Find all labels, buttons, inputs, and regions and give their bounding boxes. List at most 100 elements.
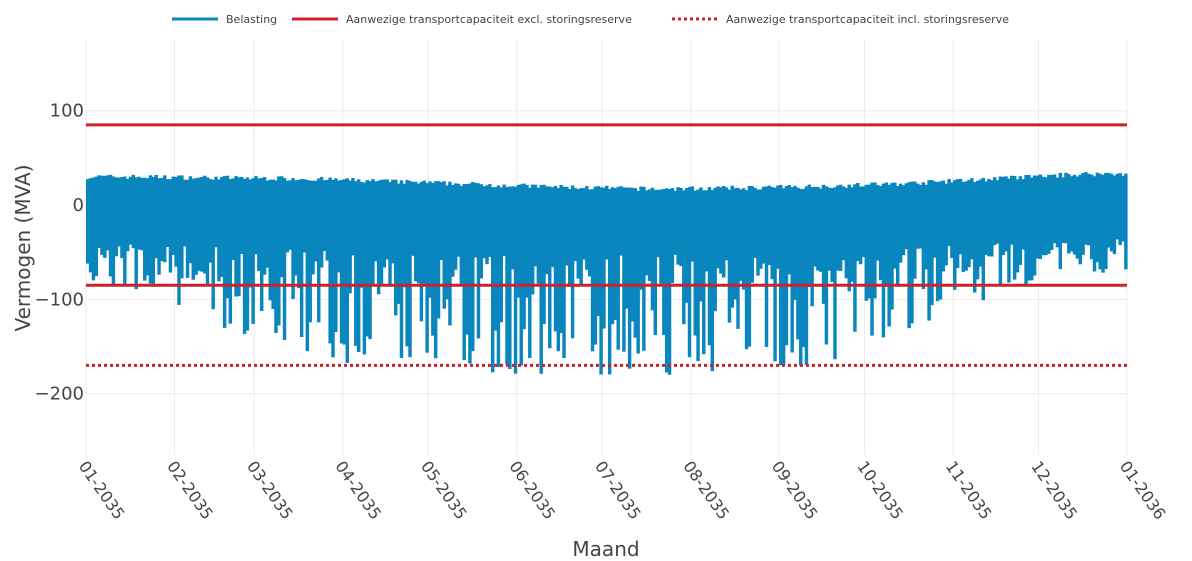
x-tick-label: 06-2035 (505, 457, 559, 523)
belasting-day-bar (465, 183, 469, 335)
belasting-day-bar (972, 182, 977, 293)
belasting-day-bar (379, 179, 384, 285)
belasting-day-bar (331, 179, 335, 358)
belasting-day-bar (1012, 176, 1017, 280)
belasting-day-bar (562, 186, 566, 358)
belasting-day-bar (188, 176, 193, 264)
belasting-day-bar (197, 177, 201, 271)
belasting-day-bar (157, 178, 161, 275)
belasting-day-bar (967, 179, 971, 268)
belasting-day-bar (268, 179, 272, 301)
belasting-day-bar (1078, 174, 1082, 265)
belasting-day-bar (174, 176, 178, 267)
belasting-day-bar (619, 186, 623, 256)
belasting-day-bar (1104, 172, 1108, 269)
belasting-day-bar (810, 187, 814, 307)
belasting-day-bar (793, 185, 797, 300)
belasting-day-bar (163, 175, 167, 263)
x-tick-label: 12-2035 (1027, 457, 1081, 523)
belasting-day-bar (913, 181, 917, 279)
belasting-day-bar (97, 175, 101, 248)
belasting-day-bar (490, 187, 495, 373)
belasting-day-bar (359, 181, 364, 288)
belasting-day-bar (488, 184, 492, 257)
belasting-day-bar (593, 186, 598, 345)
belasting-day-bar (790, 187, 794, 353)
belasting-day-bar (739, 189, 743, 281)
belasting-day-bar (838, 184, 843, 271)
belasting-day-bar (519, 184, 523, 366)
belasting-day-bar (664, 188, 669, 373)
belasting-day-bar (305, 180, 310, 352)
legend-label-capacity-excl: Aanwezige transportcapaciteit excl. stor… (346, 13, 632, 26)
belasting-day-bar (633, 188, 638, 338)
belasting-day-bar (154, 174, 158, 259)
belasting-day-bar (827, 187, 831, 271)
belasting-day-bar (222, 175, 227, 328)
belasting-day-bar (459, 185, 464, 285)
belasting-day-bar (1035, 175, 1040, 259)
belasting-day-bar (587, 189, 592, 277)
belasting-day-bar (901, 185, 906, 256)
belasting-day-bar (753, 187, 757, 259)
belasting-day-bar (941, 180, 946, 272)
belasting-day-bar (833, 187, 837, 360)
belasting-day-bar (884, 182, 889, 287)
belasting-day-bar (1038, 174, 1043, 260)
y-tick-label: 100 (50, 101, 84, 122)
belasting-day-bar (328, 177, 332, 344)
belasting-day-bar (625, 187, 629, 309)
belasting-day-bar (345, 178, 349, 363)
belasting-day-bar (505, 186, 509, 365)
belasting-day-bar (314, 180, 318, 262)
belasting-day-bar (881, 183, 886, 338)
belasting-day-bar (242, 178, 247, 334)
belasting-day-bar (710, 189, 715, 372)
belasting-day-bar (673, 190, 677, 255)
x-tick-label: 04-2035 (331, 457, 385, 523)
belasting-day-bar (471, 182, 475, 352)
belasting-day-bar (707, 187, 712, 346)
belasting-day-bar (502, 184, 506, 257)
belasting-day-bar (704, 190, 709, 272)
belasting-day-bar (533, 184, 538, 267)
belasting-day-bar (918, 184, 923, 249)
belasting-day-bar (873, 182, 877, 299)
belasting-day-bar (613, 188, 618, 320)
belasting-day-bar (237, 177, 241, 297)
belasting-day-bar (645, 190, 649, 276)
belasting-day-bar (356, 179, 361, 353)
belasting-day-bar (953, 180, 957, 290)
belasting-day-bar (639, 186, 643, 290)
belasting-day-bar (1027, 174, 1031, 281)
belasting-day-bar (451, 184, 455, 277)
x-tick-label: 05-2035 (417, 457, 471, 523)
belasting-day-bar (419, 181, 424, 322)
belasting-day-bar (200, 176, 204, 272)
belasting-day-bar (294, 180, 298, 276)
belasting-day-bar (277, 176, 281, 326)
belasting-day-bar (479, 184, 484, 279)
belasting-day-bar (915, 183, 920, 249)
belasting-day-bar (1004, 176, 1008, 252)
belasting-day-bar (676, 187, 680, 265)
belasting-day-bar (853, 184, 857, 332)
belasting-day-bar (103, 175, 107, 258)
x-tick-label: 08-2035 (679, 457, 733, 523)
belasting-day-bar (425, 183, 429, 353)
belasting-day-bar (856, 183, 860, 262)
belasting-day-bar (522, 183, 526, 330)
belasting-day-bar (123, 176, 127, 285)
belasting-day-bar (930, 180, 934, 306)
belasting-day-bar (362, 182, 367, 355)
belasting-day-bar (1047, 174, 1051, 254)
belasting-day-bar (1015, 179, 1020, 273)
x-axis: 01-2035 02-2035 03-2035 04-2035 05-2035 06-20… (75, 457, 1170, 523)
belasting-day-bar (807, 184, 812, 288)
belasting-day-bar (1032, 175, 1037, 276)
legend: Belasting Aanwezige transportcapaciteit … (172, 13, 1009, 26)
belasting-day-bar (376, 180, 381, 295)
belasting-day-bar (251, 178, 255, 324)
belasting-day-bar (336, 180, 341, 273)
